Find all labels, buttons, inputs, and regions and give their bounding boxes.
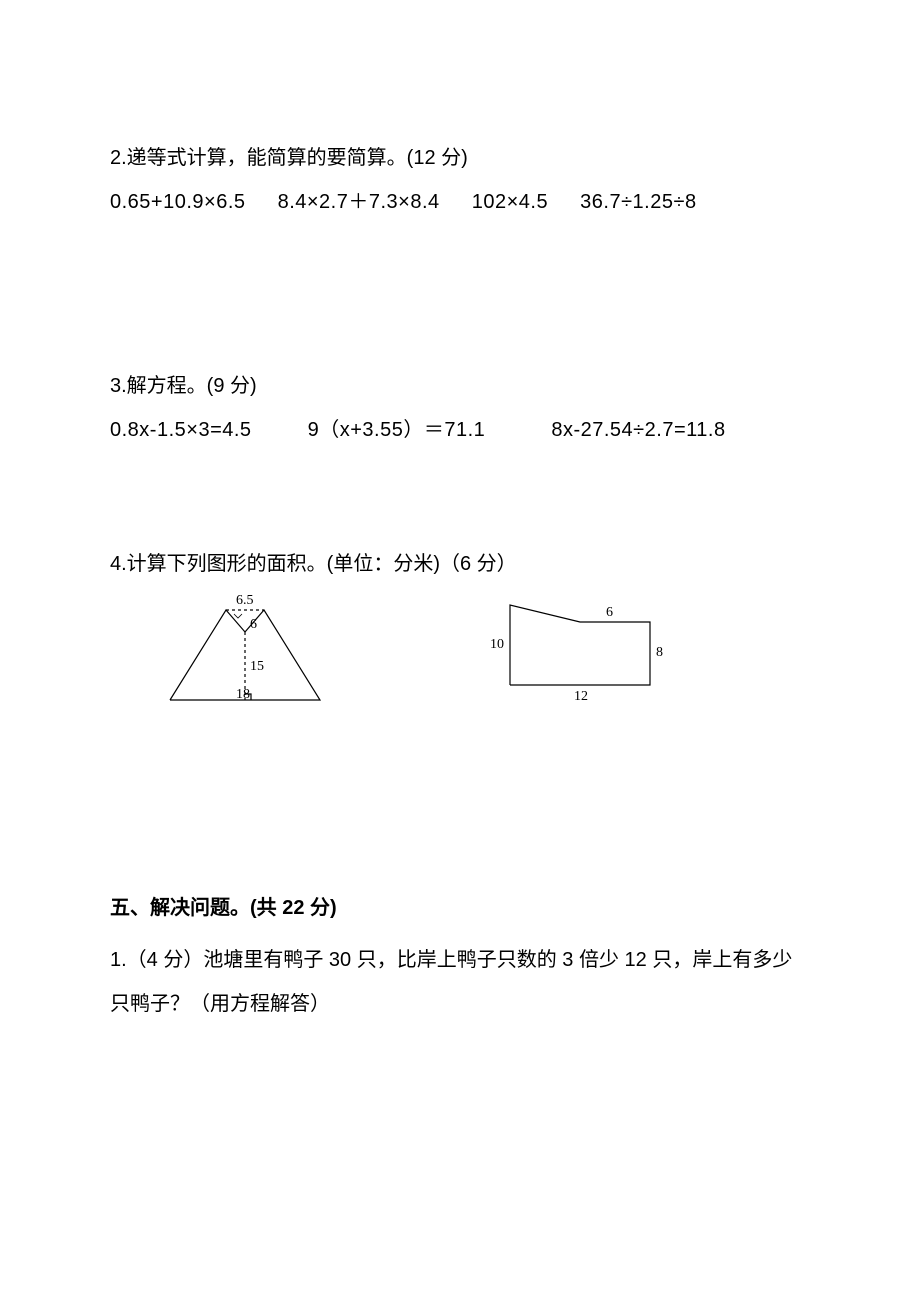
q3-expressions: 0.8x-1.5×3=4.5 9（x+3.55）＝71.1 8x-27.54÷2…: [110, 412, 810, 448]
q3-expr-1: 0.8x-1.5×3=4.5: [110, 412, 252, 448]
q2-prompt: 2.递等式计算，能简算的要简算。(12 分): [110, 140, 810, 176]
q4-figures: 6.5 6 15 18 6 8 12 10: [160, 590, 810, 710]
q2-expr-3: 102×4.5: [472, 184, 548, 220]
q4-f2-label-top: 6: [606, 605, 613, 620]
q4-f1-label-base: 18: [236, 687, 250, 702]
q4-prompt: 4.计算下列图形的面积。(单位：分米)（6 分）: [110, 546, 810, 582]
q2-expressions: 0.65+10.9×6.5 8.4×2.7＋7.3×8.4 102×4.5 36…: [110, 184, 810, 220]
q2-expr-1: 0.65+10.9×6.5: [110, 184, 246, 220]
q4-f1-label-height: 15: [250, 659, 264, 674]
q4-f2-label-right: 8: [656, 645, 663, 660]
q4-figure-1: 6.5 6 15 18: [160, 590, 330, 710]
q3-prompt: 3.解方程。(9 分): [110, 368, 810, 404]
q4-figure-2: 6 8 12 10: [480, 590, 680, 700]
section-5-header: 五、解决问题。(共 22 分): [110, 890, 810, 926]
q2-expr-2: 8.4×2.7＋7.3×8.4: [278, 184, 440, 220]
q4-f1-label-top: 6.5: [236, 593, 254, 608]
q3-expr-2: 9（x+3.55）＝71.1: [308, 412, 486, 448]
q2-workspace: [110, 228, 810, 368]
q5-1-text: 1.（4 分）池塘里有鸭子 30 只，比岸上鸭子只数的 3 倍少 12 只，岸上…: [110, 938, 810, 1026]
q4-f2-label-bottom: 12: [574, 689, 588, 700]
q3-workspace: [110, 456, 810, 546]
q4-f1-label-notch: 6: [250, 617, 257, 632]
q4-f2-label-left: 10: [490, 637, 504, 652]
q2-expr-4: 36.7÷1.25÷8: [580, 184, 696, 220]
q3-expr-3: 8x-27.54÷2.7=11.8: [551, 412, 725, 448]
